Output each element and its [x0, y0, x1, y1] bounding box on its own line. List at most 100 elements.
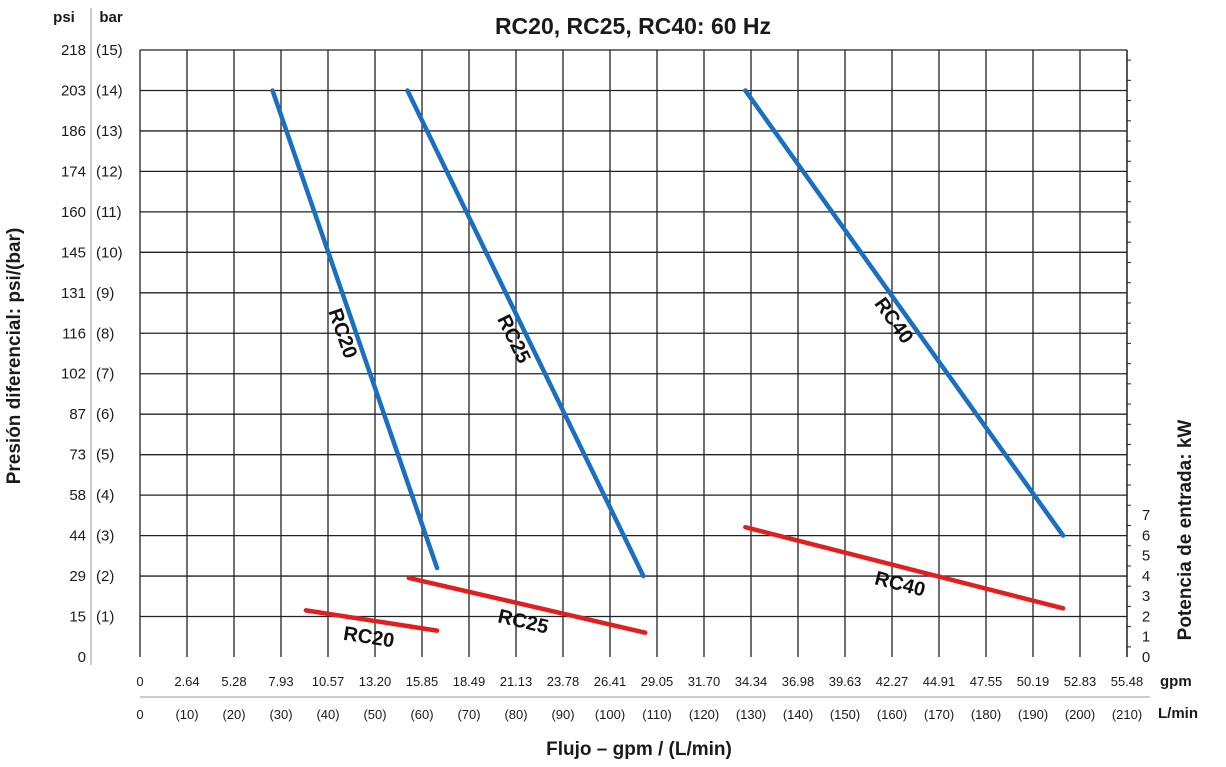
x-gpm-tick-label: 0	[136, 674, 143, 689]
x-gpm-tick-label: 26.41	[594, 674, 627, 689]
y-psi-tick-label: 116	[62, 325, 86, 342]
y-psi-tick-label: 203	[61, 82, 86, 99]
y-psi-tick-label: 15	[69, 609, 86, 626]
y-bar-tick-label: (9)	[96, 285, 114, 302]
y-psi-tick-label: 186	[61, 123, 86, 140]
y-psi-tick-label: 160	[61, 204, 86, 221]
pressure-line-rc40	[743, 88, 1066, 538]
x-gpm-tick-label: 18.49	[453, 674, 486, 689]
y-psi-tick-label: 87	[69, 406, 86, 423]
x-gpm-tick-label: 21.13	[500, 674, 533, 689]
y-bar-tick-label: (14)	[96, 82, 123, 99]
x-axis-label: Flujo – gpm / (L/min)	[546, 739, 732, 760]
x-gpm-tick-label: 2.64	[174, 674, 199, 689]
x-gpm-tick-label: 10.57	[312, 674, 345, 689]
y-bar-tick-label: (4)	[96, 487, 114, 504]
y-psi-tick-label: 44	[69, 528, 86, 545]
x-lmin-tick-label: (200)	[1065, 707, 1095, 722]
x-lmin-tick-label: (30)	[269, 707, 292, 722]
x-gpm-tick-label: 55.48	[1111, 674, 1144, 689]
x-lmin-tick-label: (210)	[1112, 707, 1142, 722]
x-lmin-tick-label: (60)	[410, 707, 433, 722]
x-lmin-tick-label: (140)	[783, 707, 813, 722]
x-gpm-tick-label: 15.85	[406, 674, 439, 689]
y-kw-tick-label: 2	[1142, 608, 1150, 625]
y-psi-tick-label: 0	[78, 649, 86, 666]
x-gpm-tick-label: 47.55	[970, 674, 1003, 689]
y-psi-tick-label: 145	[61, 244, 86, 261]
y-bar-tick-label: (11)	[96, 204, 122, 221]
y-bar-tick-label: (15)	[96, 42, 123, 59]
x-lmin-tick-label: (130)	[736, 707, 766, 722]
x-gpm-tick-label: 31.70	[688, 674, 721, 689]
x-lmin-tick-label: (50)	[363, 707, 386, 722]
x-lmin-tick-label: (20)	[222, 707, 245, 722]
grid	[140, 49, 1128, 657]
x-gpm-tick-label: 5.28	[221, 674, 246, 689]
x-gpm-tick-label: 52.83	[1064, 674, 1097, 689]
x-gpm-tick-label: 50.19	[1017, 674, 1050, 689]
y-bar-tick-label: (12)	[96, 163, 123, 180]
y-kw-tick-label: 5	[1142, 548, 1150, 565]
x-lmin-tick-label: (150)	[830, 707, 860, 722]
x-lmin-tick-label: (80)	[504, 707, 527, 722]
y-kw-tick-label: 4	[1142, 568, 1150, 585]
y-psi-tick-label: 218	[61, 42, 86, 59]
y-bar-tick-label: (8)	[96, 325, 114, 342]
psi-header: psi	[53, 9, 75, 26]
y-psi-tick-label: 73	[69, 447, 86, 464]
pressure-line-rc20	[270, 88, 440, 571]
x-lmin-tick-label: (110)	[642, 707, 671, 722]
x-lmin-tick-label: (190)	[1018, 707, 1048, 722]
lmin-unit-label: L/min	[1158, 705, 1198, 722]
y-kw-tick-label: 1	[1142, 629, 1150, 646]
x-lmin-tick-label: (180)	[971, 707, 1001, 722]
y-bar-tick-label: (2)	[96, 568, 114, 585]
x-lmin-tick-label: (90)	[551, 707, 574, 722]
x-gpm-tick-label: 39.63	[829, 674, 862, 689]
x-lmin-tick-label: (10)	[175, 707, 198, 722]
x-lmin-tick-label: (100)	[595, 707, 625, 722]
x-lmin-tick-label: (160)	[877, 707, 907, 722]
y-psi-tick-label: 131	[61, 285, 86, 302]
y-kw-tick-label: 7	[1142, 507, 1150, 524]
y-psi-tick-label: 174	[61, 163, 86, 180]
x-lmin-tick-label: (120)	[689, 707, 719, 722]
power-line-rc40	[743, 524, 1066, 611]
axes	[90, 8, 1150, 698]
y-bar-tick-label: (1)	[96, 609, 114, 626]
y-bar-tick-label: (7)	[96, 366, 114, 383]
x-gpm-tick-label: 13.20	[359, 674, 392, 689]
y-bar-tick-label: (6)	[96, 406, 114, 423]
x-lmin-tick-label: 0	[136, 707, 143, 722]
y-bar-tick-label: (13)	[96, 123, 123, 140]
x-gpm-tick-label: 7.93	[268, 674, 293, 689]
x-gpm-tick-label: 36.98	[782, 674, 815, 689]
x-gpm-tick-label: 23.78	[547, 674, 580, 689]
pressure-line-rc25	[405, 88, 646, 579]
x-lmin-tick-label: (70)	[457, 707, 480, 722]
bar-header: bar	[99, 9, 123, 26]
y-axis-left-label: Presión diferencial: psi/(bar)	[4, 228, 25, 485]
tick-labels: 0152944587387102116131145160174186203218…	[61, 42, 1150, 722]
y-psi-tick-label: 29	[69, 568, 86, 585]
x-lmin-tick-label: (40)	[316, 707, 339, 722]
power-line-rc25	[406, 575, 648, 635]
y-axis-right-label: Potencia de entrada: kW	[1175, 420, 1196, 641]
power-line-rc20	[303, 608, 440, 633]
x-gpm-tick-label: 29.05	[641, 674, 674, 689]
y-bar-tick-label: (3)	[96, 528, 114, 545]
x-lmin-tick-label: (170)	[924, 707, 954, 722]
y-psi-tick-label: 102	[61, 366, 86, 383]
y-kw-tick-label: 3	[1142, 588, 1150, 605]
chart-title: RC20, RC25, RC40: 60 Hz	[495, 13, 771, 39]
y-bar-tick-label: (5)	[96, 447, 114, 464]
y-kw-tick-label: 6	[1142, 527, 1150, 544]
y-psi-tick-label: 58	[69, 487, 86, 504]
x-gpm-tick-label: 42.27	[876, 674, 909, 689]
gpm-unit-label: gpm	[1160, 673, 1192, 690]
x-gpm-tick-label: 44.91	[923, 674, 956, 689]
y-bar-tick-label: (10)	[96, 244, 123, 261]
